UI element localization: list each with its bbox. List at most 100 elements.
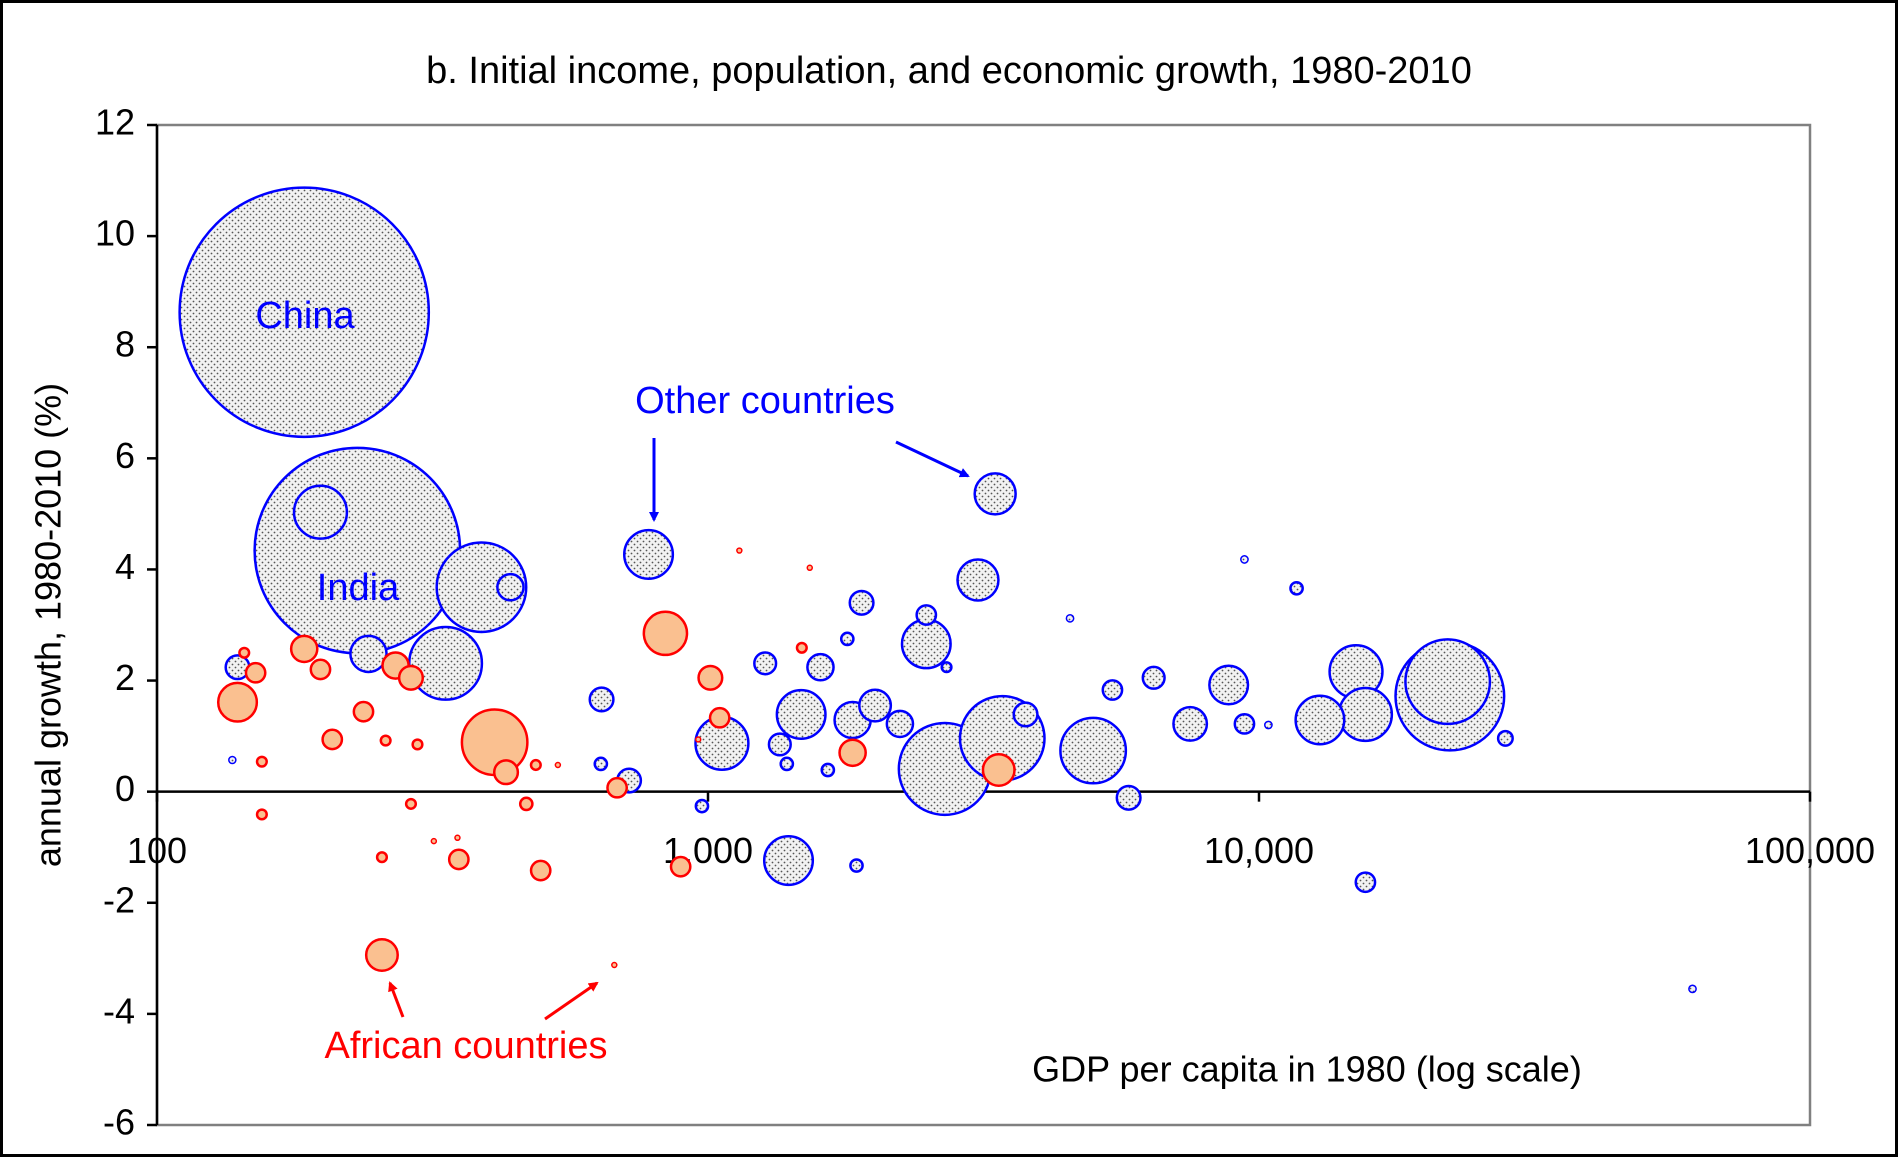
bubble [736, 547, 743, 554]
bubble [228, 755, 237, 765]
bubble [1172, 705, 1209, 742]
y-tick-label: 12 [95, 102, 135, 143]
bubble [1688, 984, 1697, 994]
bubble [352, 700, 375, 723]
x-tick-label: 100,000 [1745, 830, 1875, 871]
x-axis-label: GDP per capita in 1980 (log scale) [1032, 1049, 1582, 1090]
bubble [289, 634, 319, 664]
bubble [593, 756, 609, 772]
bubble [623, 528, 675, 580]
bubble [1059, 716, 1128, 785]
annotation: India [317, 567, 400, 609]
y-tick-label: -4 [103, 990, 135, 1031]
bubble [178, 186, 431, 439]
bubble [611, 961, 618, 969]
bubble [435, 541, 528, 634]
bubble [492, 759, 520, 786]
bubble [1264, 720, 1273, 730]
y-tick-label: 0 [115, 768, 135, 809]
bubble [364, 937, 399, 973]
bubble [255, 808, 268, 821]
bubble [588, 686, 615, 713]
bubble [779, 756, 795, 772]
bubble [839, 631, 855, 647]
arrow [895, 440, 970, 478]
bubble [411, 738, 424, 751]
bubble [408, 625, 484, 701]
bubble [767, 732, 792, 757]
bubble [1101, 679, 1124, 701]
y-tick-label: 6 [115, 435, 135, 476]
bubble [697, 664, 724, 691]
bubble [1208, 664, 1250, 706]
y-axis-label: annual growth, 1980-2010 (%) [28, 383, 69, 867]
bubble [460, 708, 529, 777]
y-tick-label: 10 [95, 213, 135, 254]
bubble [1404, 638, 1492, 726]
bubble [694, 736, 702, 743]
y-tick-label: 8 [115, 324, 135, 365]
bubble [795, 641, 808, 654]
bubble [1240, 555, 1249, 564]
bubble [915, 604, 938, 626]
bubble [1294, 694, 1346, 746]
bubble [973, 472, 1017, 516]
bubble [518, 796, 534, 812]
bubble [981, 752, 1016, 788]
bubble [454, 834, 461, 842]
bubble [321, 728, 344, 751]
bubble [885, 709, 915, 739]
bubble [753, 651, 778, 676]
bubble [849, 858, 864, 873]
y-tick-label: -6 [103, 1102, 135, 1143]
x-tick-label: 10,000 [1204, 830, 1314, 871]
bubble [309, 658, 332, 681]
bubble [708, 706, 731, 729]
bubble [529, 758, 542, 772]
arrow [388, 981, 405, 1018]
bubble [447, 848, 470, 871]
bubble [496, 572, 525, 602]
bubble [253, 446, 462, 655]
bubble [430, 837, 438, 845]
annotation: African countries [324, 1025, 607, 1067]
bubble [379, 734, 392, 747]
bubble [397, 664, 425, 691]
bubble [838, 738, 867, 768]
bubble [642, 610, 689, 657]
bubble [820, 762, 836, 778]
x-tick-label: 100 [127, 830, 187, 871]
y-tick-label: 4 [115, 546, 135, 587]
bubble [529, 859, 552, 882]
bubble [404, 797, 418, 810]
bubble [238, 646, 251, 659]
bubble [1233, 712, 1256, 735]
chart-title: b. Initial income, population, and econo… [426, 50, 1472, 92]
bubble [848, 589, 875, 616]
bubble [375, 851, 389, 864]
bubble [216, 681, 259, 723]
bubble [349, 634, 388, 674]
bubble [255, 755, 268, 768]
bubble [606, 776, 629, 799]
arrow [544, 981, 599, 1021]
bubble [940, 661, 953, 674]
bubble [1496, 729, 1514, 747]
y-tick-label: 2 [115, 657, 135, 698]
bubble [762, 835, 815, 887]
bubble [1065, 613, 1075, 623]
bubble [244, 661, 267, 684]
bubble [694, 798, 710, 814]
bubble [775, 688, 827, 740]
annotation: Other countries [635, 380, 895, 422]
bubble [858, 688, 893, 723]
bubble [806, 652, 835, 682]
bubble [900, 618, 952, 670]
y-tick-label: -2 [103, 879, 135, 920]
bubble [1012, 701, 1039, 728]
bubble [292, 484, 349, 540]
annotation: China [255, 295, 355, 337]
bubble [806, 564, 814, 572]
